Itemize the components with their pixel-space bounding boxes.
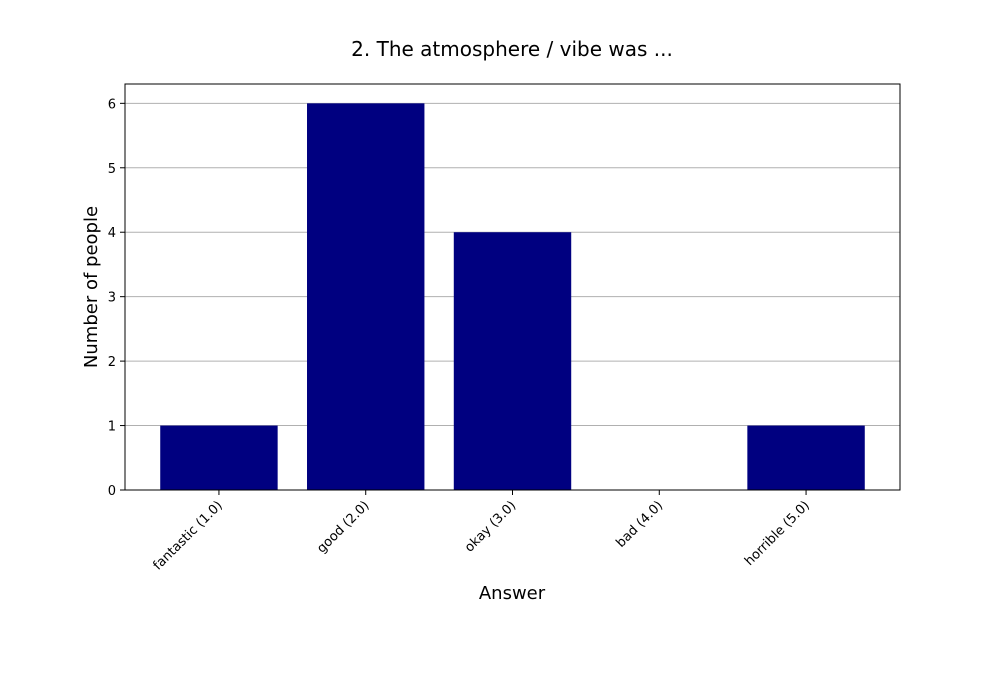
bar (453, 232, 572, 490)
chart-title: 2. The atmosphere / vibe was ... (351, 37, 673, 61)
y-tick-label: 3 (108, 291, 116, 306)
x-tick-label: okay (3.0) (462, 498, 519, 555)
x-axis-label: Answer (479, 583, 546, 604)
x-tick-label: good (2.0) (314, 498, 372, 556)
x-tick-label: fantastic (1.0) (151, 498, 226, 573)
y-tick-label: 6 (108, 97, 116, 112)
x-tick-label: horrible (5.0) (742, 498, 813, 569)
bar (160, 425, 278, 490)
y-tick-label: 2 (108, 355, 116, 370)
bar (307, 103, 425, 490)
bars (160, 103, 865, 490)
y-tick-label: 0 (108, 484, 116, 499)
y-tick-label: 5 (108, 162, 116, 177)
x-tick-label: bad (4.0) (613, 498, 666, 551)
y-tick-label: 1 (108, 420, 116, 435)
y-tick-label: 4 (108, 226, 116, 241)
bar (747, 425, 865, 490)
y-axis-label: Number of people (81, 206, 102, 368)
